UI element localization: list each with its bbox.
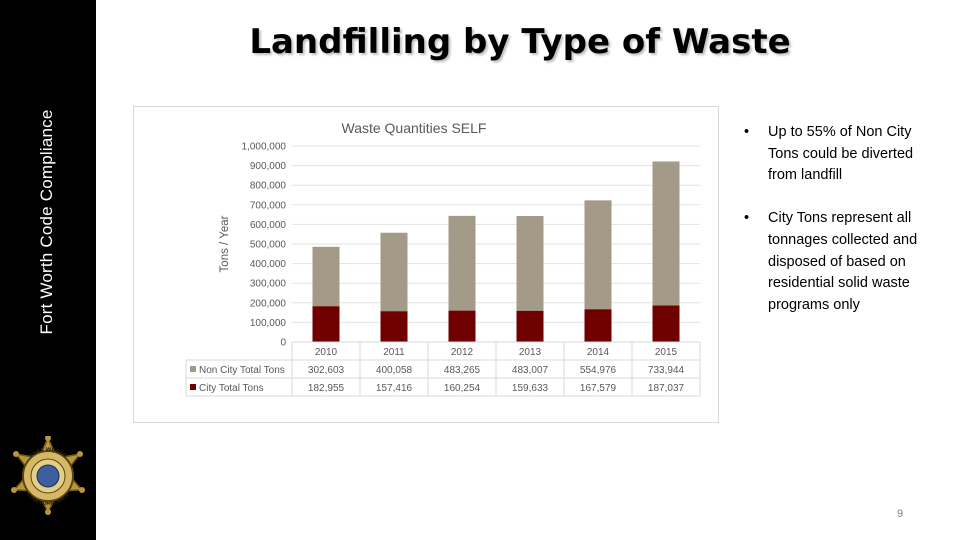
y-tick-label: 1,000,000 xyxy=(242,142,287,153)
bullet-list: • Up to 55% of Non City Tons could be div… xyxy=(744,122,924,338)
bar-city-total-tons xyxy=(652,305,680,342)
slide-title: Landfilling by Type of Waste xyxy=(249,22,791,62)
bar-non-city-total-tons xyxy=(652,161,680,306)
y-tick-label: 100,000 xyxy=(250,318,287,329)
y-tick-label: 0 xyxy=(280,338,286,349)
bullet-item: • City Tons represent all tonnages collec… xyxy=(744,210,918,313)
x-category-label: 2011 xyxy=(383,347,405,358)
x-category-label: 2010 xyxy=(315,347,338,358)
legend-label: City Total Tons xyxy=(199,383,264,394)
table-value: 159,633 xyxy=(512,383,549,394)
table-value: 302,603 xyxy=(308,365,345,376)
table-value: 182,955 xyxy=(308,383,345,394)
y-tick-label: 600,000 xyxy=(250,220,287,231)
table-value: 400,058 xyxy=(376,365,413,376)
bar-non-city-total-tons xyxy=(380,232,408,312)
table-value: 483,265 xyxy=(444,365,481,376)
bar-non-city-total-tons xyxy=(448,215,476,311)
chart-container: Waste Quantities SELF Tons / Year 0 100,000… xyxy=(133,106,719,423)
table-value: 483,007 xyxy=(512,365,549,376)
legend-key xyxy=(190,366,196,372)
bar-city-total-tons xyxy=(312,306,340,342)
bar-non-city-total-tons xyxy=(516,216,544,311)
y-tick-label: 500,000 xyxy=(250,240,287,251)
bullet-item: • Up to 55% of Non City Tons could be div… xyxy=(744,124,914,184)
sidebar-label: Fort Worth Code Compliance xyxy=(37,109,56,335)
y-tick-label: 700,000 xyxy=(250,200,287,211)
bar-city-total-tons xyxy=(448,310,476,342)
bullet-dot: • xyxy=(744,210,750,227)
table-value: 167,579 xyxy=(580,383,617,394)
page-number: 9 xyxy=(896,508,904,520)
y-tick-label: 900,000 xyxy=(250,161,287,172)
table-value: 554,976 xyxy=(580,365,617,376)
sidebar: Fort Worth Code Compliance FORT WORTH CO… xyxy=(0,0,96,540)
bar-non-city-total-tons xyxy=(312,246,340,307)
legend-key xyxy=(190,384,196,390)
bar-city-total-tons xyxy=(516,310,544,342)
x-category-label: 2012 xyxy=(451,347,474,358)
table-value: 187,037 xyxy=(648,383,685,394)
x-category-label: 2015 xyxy=(655,347,678,358)
x-category-label: 2014 xyxy=(587,347,610,358)
y-tick-label: 800,000 xyxy=(250,181,287,192)
waste-quantities-chart: Waste Quantities SELF Tons / Year 0 100,000… xyxy=(185,120,701,397)
y-tick-label: 300,000 xyxy=(250,279,287,290)
chart-title: Waste Quantities SELF xyxy=(342,120,487,136)
y-tick-label: 400,000 xyxy=(250,259,287,270)
table-value: 733,944 xyxy=(648,365,685,376)
y-tick-label: 200,000 xyxy=(250,298,287,309)
bar-city-total-tons xyxy=(380,311,408,342)
bar-non-city-total-tons xyxy=(584,200,612,310)
sheriff-badge-logo: FORT WORTH CODE COMPLIANCE xyxy=(11,436,85,515)
x-category-label: 2013 xyxy=(519,347,542,358)
bar-city-total-tons xyxy=(584,309,612,342)
table-value: 157,416 xyxy=(376,383,413,394)
bullet-dot: • xyxy=(744,124,750,140)
legend-label: Non City Total Tons xyxy=(199,365,285,376)
y-axis-label: Tons / Year xyxy=(219,215,231,272)
table-value: 160,254 xyxy=(444,383,481,394)
